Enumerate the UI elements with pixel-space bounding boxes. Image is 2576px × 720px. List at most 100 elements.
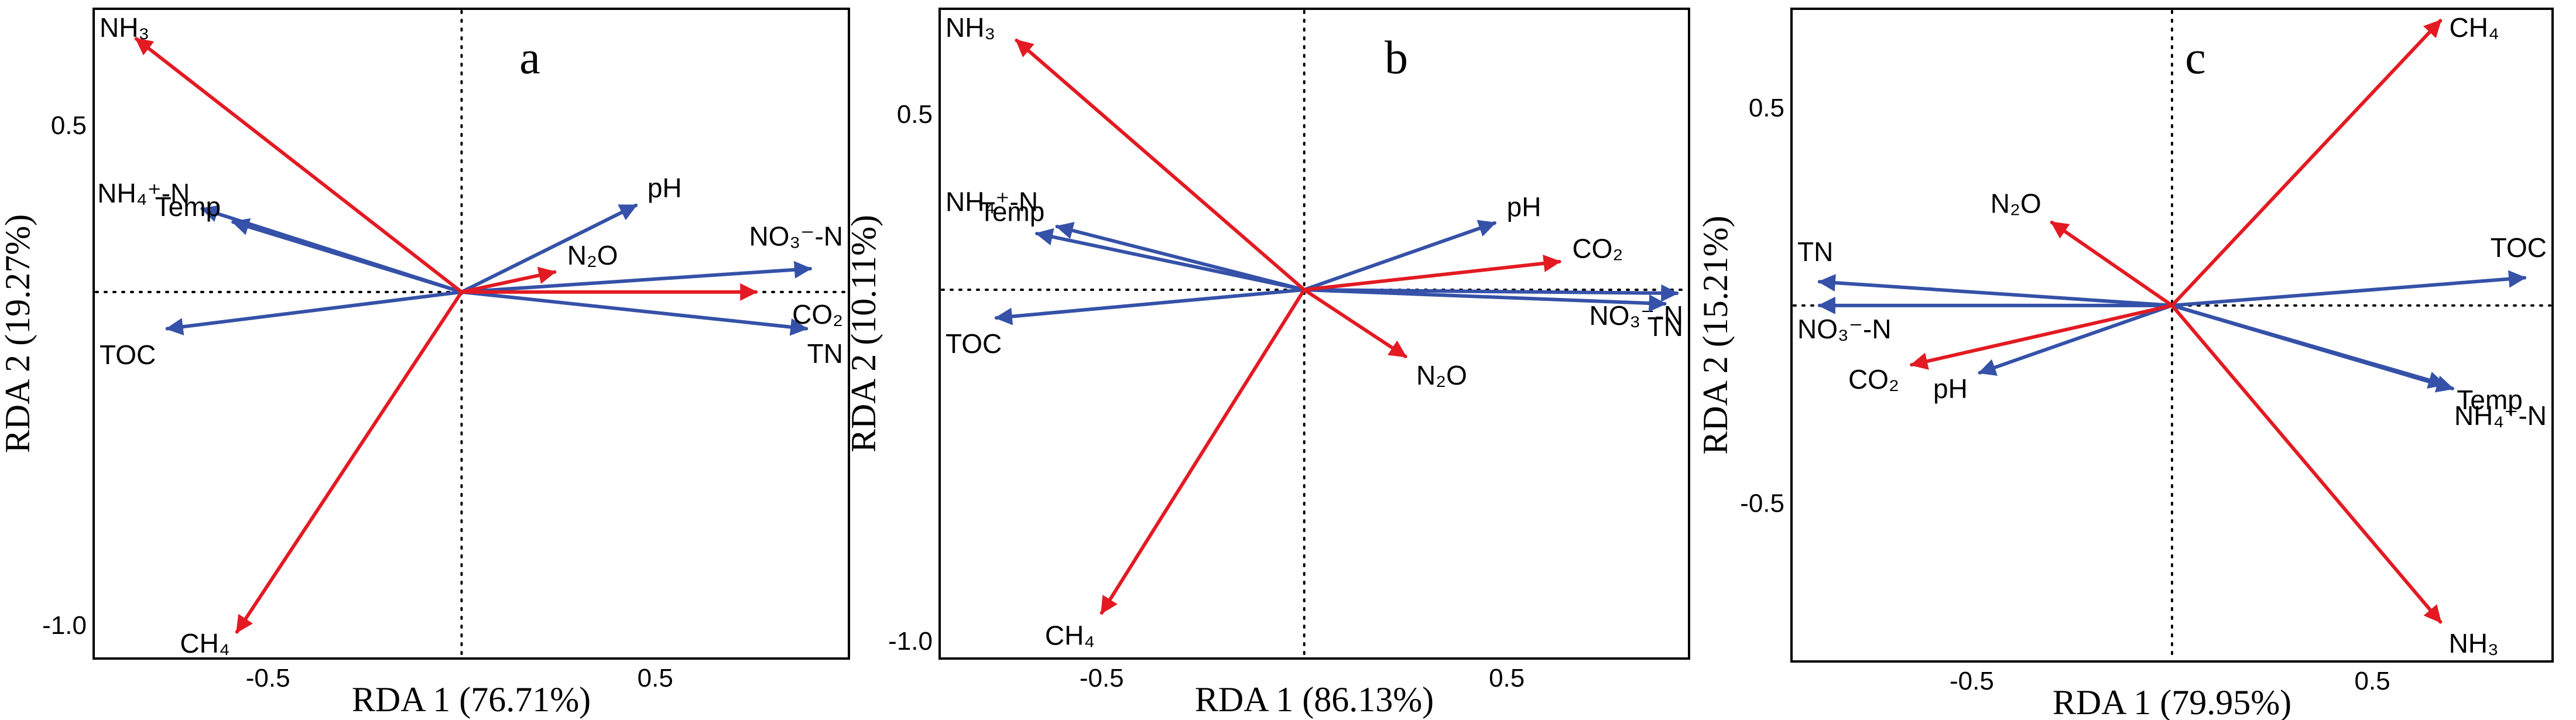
vector-arrow <box>134 37 464 294</box>
vector-arrow <box>1055 222 1306 292</box>
vector-label: NH₄⁺-N <box>946 186 1038 217</box>
vector-label: CO₂ <box>1848 364 1899 395</box>
rda-panel-b: -0.5 0.5 0.5 -1.0 RDA 1 (86.13%) RDA 2 (10.11… <box>844 8 1690 719</box>
vector-arrow <box>460 260 812 294</box>
vector-arrow <box>1099 288 1306 615</box>
vector-label: NH₄⁺-N <box>97 178 190 208</box>
vector-environment: NO₃⁻-N <box>460 221 843 294</box>
vector-label: CH₄ <box>180 628 229 659</box>
vector-environment: TN <box>1797 236 2174 307</box>
y-axis-title: RDA 2 (15.21%) <box>1696 215 1735 454</box>
vector-environment: TN <box>460 290 843 369</box>
vector-arrow <box>460 203 638 294</box>
y-tick-label: -0.5 <box>1740 489 1784 518</box>
vector-species: CH₄ <box>180 290 464 659</box>
vector-arrow <box>2170 270 2527 307</box>
vector-label: pH <box>1507 192 1542 222</box>
y-tick-label: 0.5 <box>51 111 87 140</box>
y-tick-label: 0.5 <box>897 100 933 129</box>
vector-label: TOC <box>946 328 1002 359</box>
vector-arrow <box>1302 288 1667 312</box>
x-tick-label: -0.5 <box>246 664 290 692</box>
vector-label: CH₄ <box>2450 12 2499 43</box>
x-tick-label: 0.5 <box>638 664 673 692</box>
vector-arrow <box>2170 19 2443 307</box>
vector-environment: NO₃⁻-N <box>1302 284 1683 331</box>
vector-arrow <box>1302 284 1679 302</box>
vector-label: CO₂ <box>1572 234 1623 264</box>
panels-group: -0.5 0.5 0.5 -1.0 RDA 1 (76.71%) RDA 2 (19.27… <box>0 8 2554 720</box>
vector-species: CO₂ <box>460 283 843 330</box>
vector-arrow <box>231 218 464 294</box>
vector-label: NO₃⁻-N <box>1589 300 1683 331</box>
y-axis-title: RDA 2 (19.27%) <box>0 214 37 453</box>
vector-environment: pH <box>460 173 682 294</box>
vector-environment: pH <box>1933 303 2174 404</box>
vector-species: N₂O <box>460 240 618 294</box>
x-tick-label: -0.5 <box>1080 664 1124 692</box>
vector-arrow <box>2050 220 2174 307</box>
vector-environment: TOC <box>2170 232 2547 307</box>
vector-species: CH₄ <box>1045 288 1306 651</box>
vector-label: TOC <box>100 340 156 370</box>
vector-arrow <box>165 290 464 336</box>
vector-arrow <box>994 288 1306 325</box>
vector-label: N₂O <box>1416 360 1467 390</box>
vector-arrow <box>235 290 464 634</box>
vector-label: NH₄⁺-N <box>2454 400 2547 431</box>
x-axis-title: RDA 1 (86.13%) <box>1195 680 1434 719</box>
vector-label: TN <box>1797 236 1833 267</box>
x-tick-label: 0.5 <box>1489 664 1525 692</box>
vector-environment: Temp <box>155 191 464 294</box>
vector-label: Temp <box>979 197 1044 227</box>
vector-environment: NH₄⁺-N <box>946 186 1306 292</box>
vector-species: CH₄ <box>2170 12 2499 307</box>
vector-environment: TOC <box>946 288 1306 359</box>
vector-environment: pH <box>1302 192 1542 292</box>
vector-label: pH <box>648 173 682 203</box>
vector-label: N₂O <box>1991 188 2041 218</box>
vector-arrow <box>2170 303 2443 624</box>
vector-arrow <box>1015 39 1306 292</box>
vector-label: CO₂ <box>792 299 843 330</box>
vector-label: NH₃ <box>100 12 149 43</box>
vector-species: NH₃ <box>946 12 1306 292</box>
vector-arrow <box>460 290 809 336</box>
vector-arrow <box>1302 255 1561 292</box>
vector-species: NH₃ <box>2170 303 2499 659</box>
vector-label: Temp <box>155 191 221 222</box>
panel-letter: a <box>519 32 540 84</box>
vector-label: NO₃⁻-N <box>1797 314 1892 344</box>
plot-frame <box>1790 8 2554 663</box>
rda-panel-a: -0.5 0.5 0.5 -1.0 RDA 1 (76.71%) RDA 2 (19.27… <box>0 8 850 719</box>
vector-species: CO₂ <box>1302 234 1623 292</box>
panel-letter: c <box>2185 32 2206 84</box>
vector-arrow <box>1302 288 1407 358</box>
vector-arrow <box>2170 303 2447 389</box>
vector-species: NH₃ <box>100 12 464 294</box>
vector-environment: NO₃⁻-N <box>1797 296 2174 344</box>
vector-label: TOC <box>2491 232 2547 263</box>
vector-label: pH <box>1933 373 1968 404</box>
vector-environment: TN <box>1302 288 1683 342</box>
vector-arrow <box>1910 303 2174 370</box>
vector-label: CH₄ <box>1045 620 1095 651</box>
vector-arrow <box>460 266 557 294</box>
y-tick-label: -1.0 <box>888 627 933 656</box>
x-tick-label: -0.5 <box>1950 667 1994 695</box>
vector-species: N₂O <box>1991 188 2174 307</box>
vector-label: N₂O <box>567 240 618 270</box>
vector-arrow <box>1035 228 1306 292</box>
vector-label: NH₃ <box>946 12 995 43</box>
vector-arrow <box>1302 220 1496 292</box>
vector-label: Temp <box>2457 385 2522 415</box>
vector-species: N₂O <box>1302 288 1467 390</box>
vector-label: TN <box>807 338 843 369</box>
vector-environment: TOC <box>100 290 464 370</box>
plot-frame <box>93 8 850 660</box>
vector-environment: Temp <box>979 197 1306 292</box>
y-tick-label: 0.5 <box>1749 94 1784 122</box>
vector-label: NO₃⁻-N <box>749 221 843 252</box>
vector-species: CO₂ <box>1848 303 2174 395</box>
